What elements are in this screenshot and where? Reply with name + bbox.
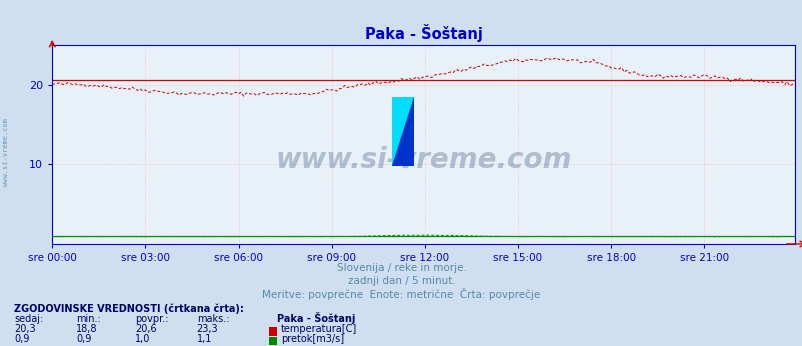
Text: maks.:: maks.: [196, 315, 229, 325]
Title: Paka - Šoštanj: Paka - Šoštanj [364, 25, 482, 43]
Text: temperatura[C]: temperatura[C] [281, 324, 357, 334]
Text: 18,8: 18,8 [76, 324, 98, 334]
Text: 0,9: 0,9 [14, 334, 30, 344]
Polygon shape [391, 97, 414, 166]
Text: Paka - Šoštanj: Paka - Šoštanj [277, 312, 355, 325]
Text: sedaj:: sedaj: [14, 315, 43, 325]
Text: www.si-vreme.com: www.si-vreme.com [3, 118, 10, 186]
Text: ZGODOVINSKE VREDNOSTI (črtkana črta):: ZGODOVINSKE VREDNOSTI (črtkana črta): [14, 303, 244, 314]
Text: Meritve: povprečne  Enote: metrične  Črta: povprečje: Meritve: povprečne Enote: metrične Črta:… [262, 288, 540, 300]
Text: povpr.:: povpr.: [135, 315, 168, 325]
Text: 1,1: 1,1 [196, 334, 212, 344]
Text: 1,0: 1,0 [135, 334, 150, 344]
Text: min.:: min.: [76, 315, 101, 325]
Text: zadnji dan / 5 minut.: zadnji dan / 5 minut. [347, 276, 455, 286]
Text: Slovenija / reke in morje.: Slovenija / reke in morje. [336, 263, 466, 273]
Text: 20,3: 20,3 [14, 324, 36, 334]
Text: pretok[m3/s]: pretok[m3/s] [281, 334, 344, 344]
Text: 23,3: 23,3 [196, 324, 218, 334]
Text: www.si-vreme.com: www.si-vreme.com [275, 146, 571, 174]
Text: 20,6: 20,6 [135, 324, 156, 334]
Text: 0,9: 0,9 [76, 334, 91, 344]
Polygon shape [391, 97, 414, 166]
